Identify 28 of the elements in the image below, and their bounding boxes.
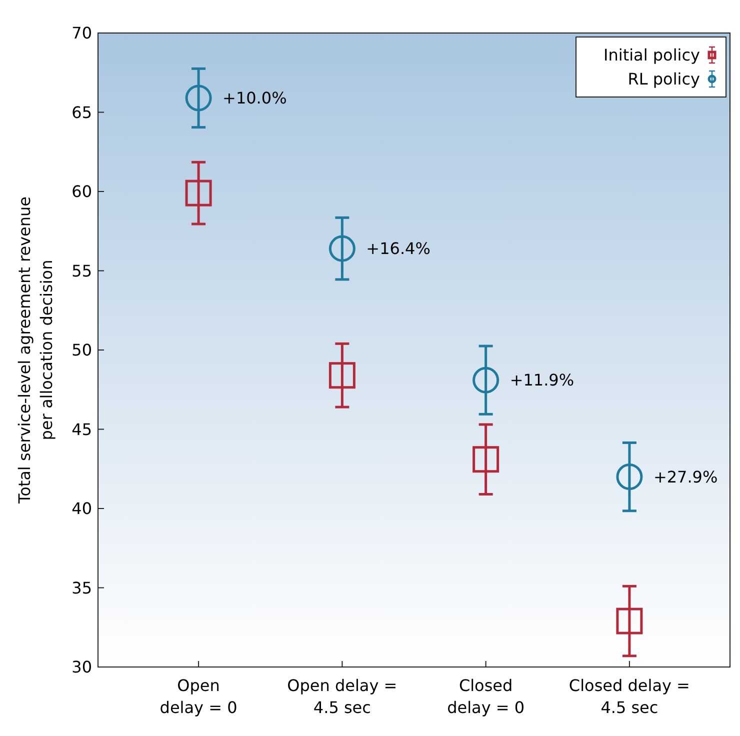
point — [328, 235, 356, 262]
annotation: +11.9% — [510, 370, 574, 390]
x-tick-label: Open delay = 4.5 sec — [287, 676, 398, 717]
y-tick-label: 40 — [72, 499, 92, 518]
annotation: +27.9% — [653, 467, 718, 486]
point — [185, 180, 212, 206]
point — [616, 608, 643, 634]
y-tick-label: 70 — [72, 24, 92, 43]
annotation: +16.4% — [366, 239, 430, 258]
point — [472, 446, 500, 473]
x-tick-label: Closed delay = 0 — [447, 676, 525, 717]
point — [616, 464, 643, 490]
y-tick-label: 65 — [72, 102, 92, 122]
point — [328, 362, 356, 389]
x-tick-label: Open delay = 0 — [160, 676, 238, 717]
y-tick-label: 55 — [72, 261, 92, 280]
legend-label: Initial policy — [604, 46, 700, 65]
y-tick-label: 30 — [72, 658, 92, 677]
y-axis-title: Total service-level agreement revenue per allocation decision — [15, 196, 56, 504]
legend-label: RL policy — [628, 70, 700, 89]
point — [185, 84, 212, 112]
y-tick-label: 45 — [72, 420, 92, 439]
x-tick-label: Closed delay = 4.5 sec — [568, 676, 690, 717]
y-tick-label: 50 — [72, 340, 92, 360]
y-tick-label: 35 — [72, 578, 92, 598]
annotation: +10.0% — [222, 88, 287, 108]
y-tick-label: 60 — [72, 182, 92, 202]
point — [472, 366, 500, 394]
